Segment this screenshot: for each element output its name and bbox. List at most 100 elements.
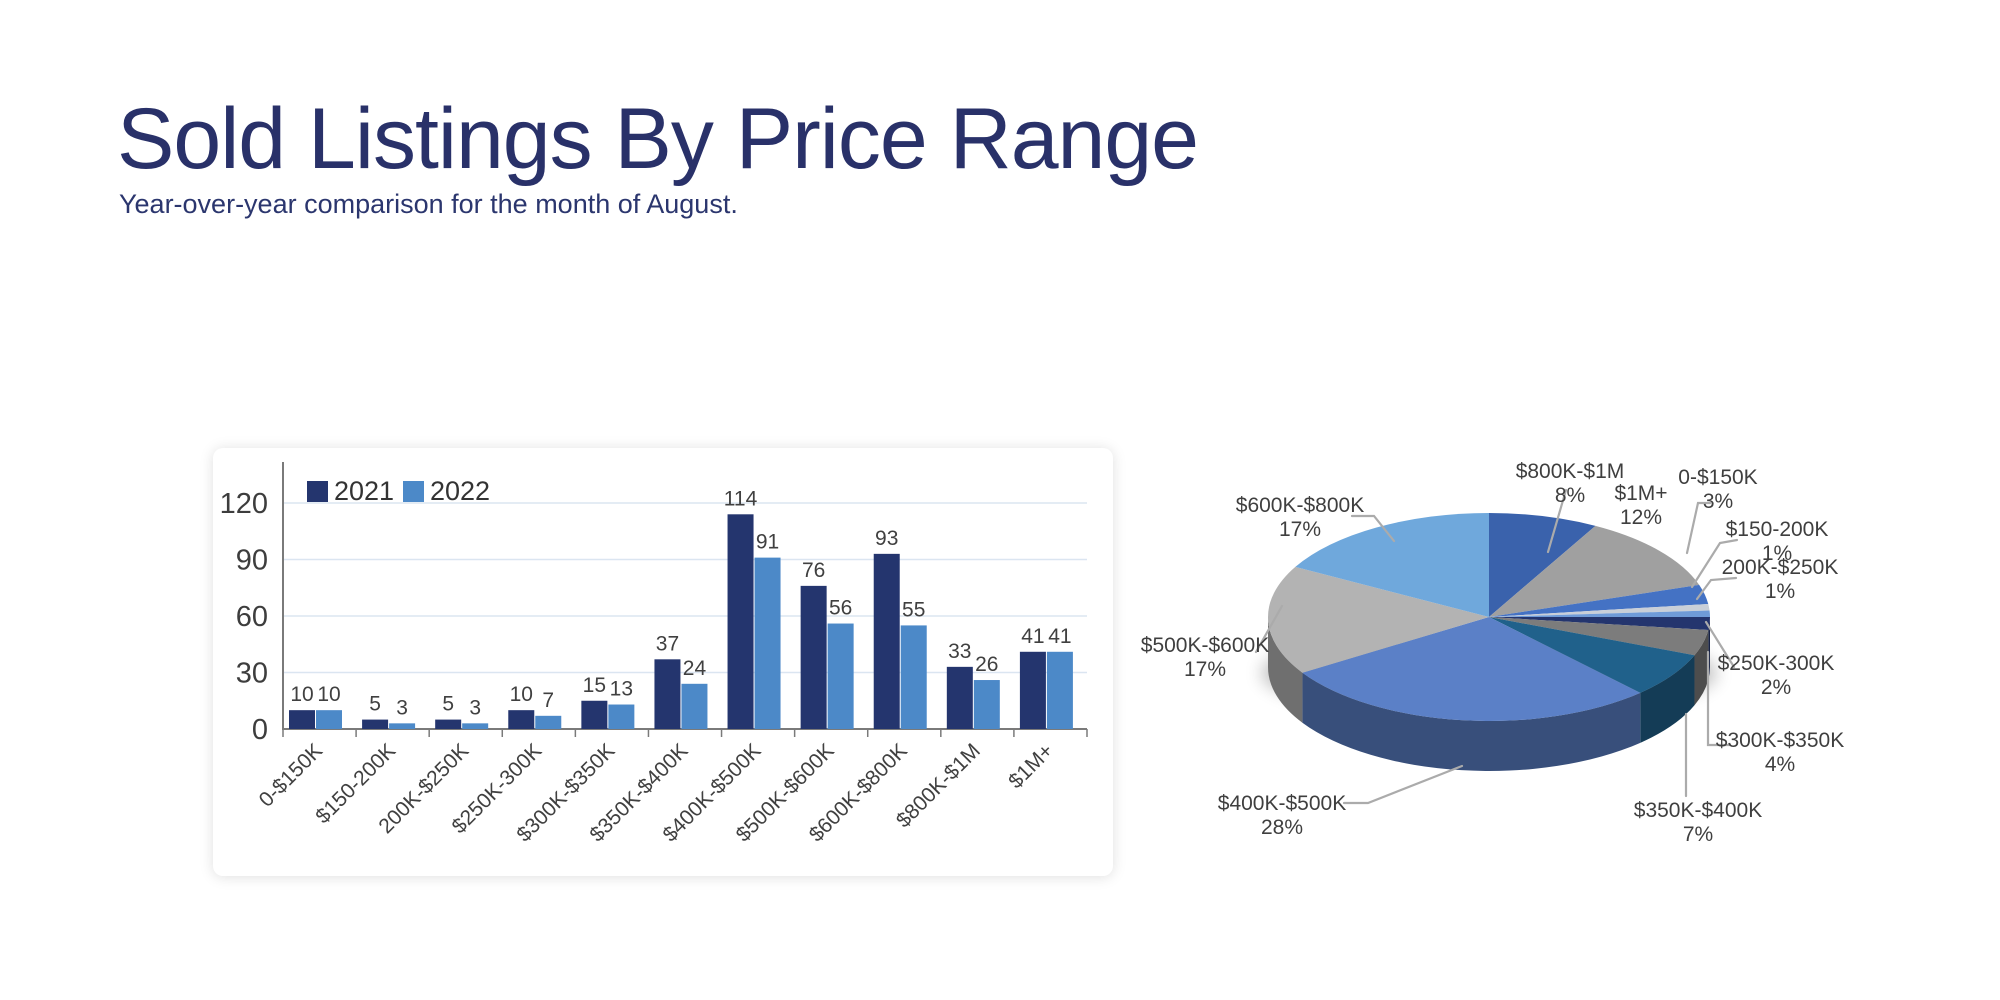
- bar-value-label: 15: [583, 674, 606, 697]
- pie-slice-pct-label: 7%: [1683, 823, 1713, 846]
- bar-value-label: 3: [469, 696, 481, 719]
- x-axis-category-label: $1M+: [1004, 739, 1058, 793]
- bar-2022: [900, 625, 927, 729]
- bar-2021: [800, 585, 827, 729]
- bar-value-label: 13: [610, 678, 633, 701]
- pie-slice-side: [1268, 617, 1303, 723]
- bar-2022: [608, 704, 635, 729]
- pie-slice-label: $500K-$600K: [1141, 634, 1269, 657]
- pie-slice-side: [1302, 672, 1641, 771]
- bar-2022: [389, 723, 416, 729]
- pie-slice-label: $1M+: [1614, 482, 1667, 505]
- pie-slice-pct-label: 2%: [1761, 676, 1791, 699]
- bar-2021: [435, 719, 462, 729]
- bar-2022: [973, 680, 1000, 729]
- pie-slice: [1489, 610, 1710, 617]
- pie-slice-label: 200K-$250K: [1722, 556, 1839, 579]
- y-axis-tick-label: 120: [220, 488, 268, 520]
- pie-slice-label: $350K-$400K: [1634, 799, 1762, 822]
- legend-swatch: [403, 481, 424, 502]
- bar-value-label: 37: [656, 632, 679, 655]
- pie-slice-label: $150-200K: [1726, 518, 1829, 541]
- pie-slice: [1489, 513, 1596, 617]
- bar-2022: [462, 723, 489, 729]
- pie-label-leader-line: [1350, 514, 1396, 543]
- bar-2022: [1046, 651, 1073, 729]
- bar-2022: [316, 710, 342, 729]
- pie-slice: [1489, 603, 1710, 617]
- pie-label-leader-line: [1695, 576, 1738, 601]
- pie-label-leader-line: [1706, 650, 1732, 747]
- y-axis-tick-label: 60: [236, 601, 268, 633]
- page-title: Sold Listings By Price Range: [117, 91, 1199, 187]
- pie-slice-pct-label: 17%: [1279, 518, 1321, 541]
- bar-2021: [873, 553, 900, 729]
- bar-2021: [1019, 651, 1046, 729]
- pie-slice-pct-label: 28%: [1261, 816, 1303, 839]
- legend-swatch: [307, 481, 328, 502]
- page-subtitle: Year-over-year comparison for the month …: [119, 189, 738, 219]
- bar-2021: [362, 719, 389, 729]
- bar-value-label: 26: [975, 653, 998, 676]
- pie-slice-pct-label: 1%: [1765, 580, 1795, 603]
- pie-label-leader-line: [1254, 604, 1284, 654]
- bar-value-label: 41: [1021, 625, 1044, 648]
- bar-2021: [289, 710, 315, 729]
- y-axis-tick-label: 0: [252, 714, 268, 746]
- pie-label-leader-line: [1546, 488, 1568, 554]
- bar-value-label: 5: [442, 693, 454, 716]
- pie-slice-pct-label: 17%: [1184, 658, 1226, 681]
- pie-slice-label: $250K-300K: [1718, 652, 1835, 675]
- pie-slice-side: [1640, 655, 1695, 743]
- bar-value-label: 10: [290, 683, 313, 706]
- bar-value-label: 76: [802, 559, 825, 582]
- bar-value-label: 41: [1048, 625, 1071, 648]
- pie-slice-label: $400K-$500K: [1218, 792, 1346, 815]
- pie-slice-label: $800K-$1M: [1516, 460, 1625, 483]
- bar-value-label: 33: [948, 640, 971, 663]
- bar-value-label: 56: [829, 597, 852, 620]
- x-axis-category-label: 0-$150K: [255, 739, 327, 811]
- bar-2022: [754, 557, 781, 729]
- pie-slice: [1302, 617, 1641, 722]
- bar-2021: [508, 710, 535, 729]
- pie-slice-pct-label: 4%: [1765, 753, 1795, 776]
- pie-label-leader-line: [1704, 620, 1736, 669]
- bar-value-label: 24: [683, 657, 707, 680]
- pie-slice-pct-label: 8%: [1555, 484, 1585, 507]
- bar-value-label: 3: [396, 696, 408, 719]
- pie-slice: [1489, 617, 1710, 631]
- legend-label: 2022: [430, 476, 490, 506]
- pie-slice: [1489, 617, 1709, 656]
- bar-2021: [727, 514, 754, 729]
- bar-2021: [654, 659, 681, 729]
- bar-2021: [946, 666, 973, 729]
- pie-slice: [1489, 584, 1709, 617]
- bar-2022: [827, 623, 854, 729]
- bar-value-label: 55: [902, 598, 925, 621]
- pie-chart: $800K-$1M8% $1M+12%0-$150K3%$150-200K1%20…: [1141, 460, 1844, 846]
- pie-slice: [1489, 525, 1700, 617]
- bar-value-label: 10: [510, 683, 533, 706]
- pie-label-leader-line: [1342, 764, 1464, 805]
- pie-slice: [1295, 513, 1489, 617]
- pie-slice-pct-label: 3%: [1703, 490, 1733, 513]
- bar-2021: [581, 700, 608, 729]
- bar-value-label: 114: [724, 487, 758, 510]
- bar-value-label: 91: [756, 531, 779, 554]
- legend-label: 2021: [334, 476, 394, 506]
- pie-slice: [1489, 617, 1695, 693]
- bar-value-label: 93: [875, 527, 898, 550]
- bar-value-label: 10: [317, 683, 340, 706]
- y-axis-tick-label: 30: [236, 658, 268, 690]
- bar-2022: [535, 715, 562, 729]
- pie-slice: [1267, 566, 1489, 673]
- bar-2022: [681, 683, 708, 729]
- bar-value-label: 5: [369, 693, 381, 716]
- pie-slice-label: $300K-$350K: [1716, 729, 1844, 752]
- pie-label-leader-line: [1690, 538, 1739, 589]
- pie-label-leader-line: [1685, 501, 1712, 555]
